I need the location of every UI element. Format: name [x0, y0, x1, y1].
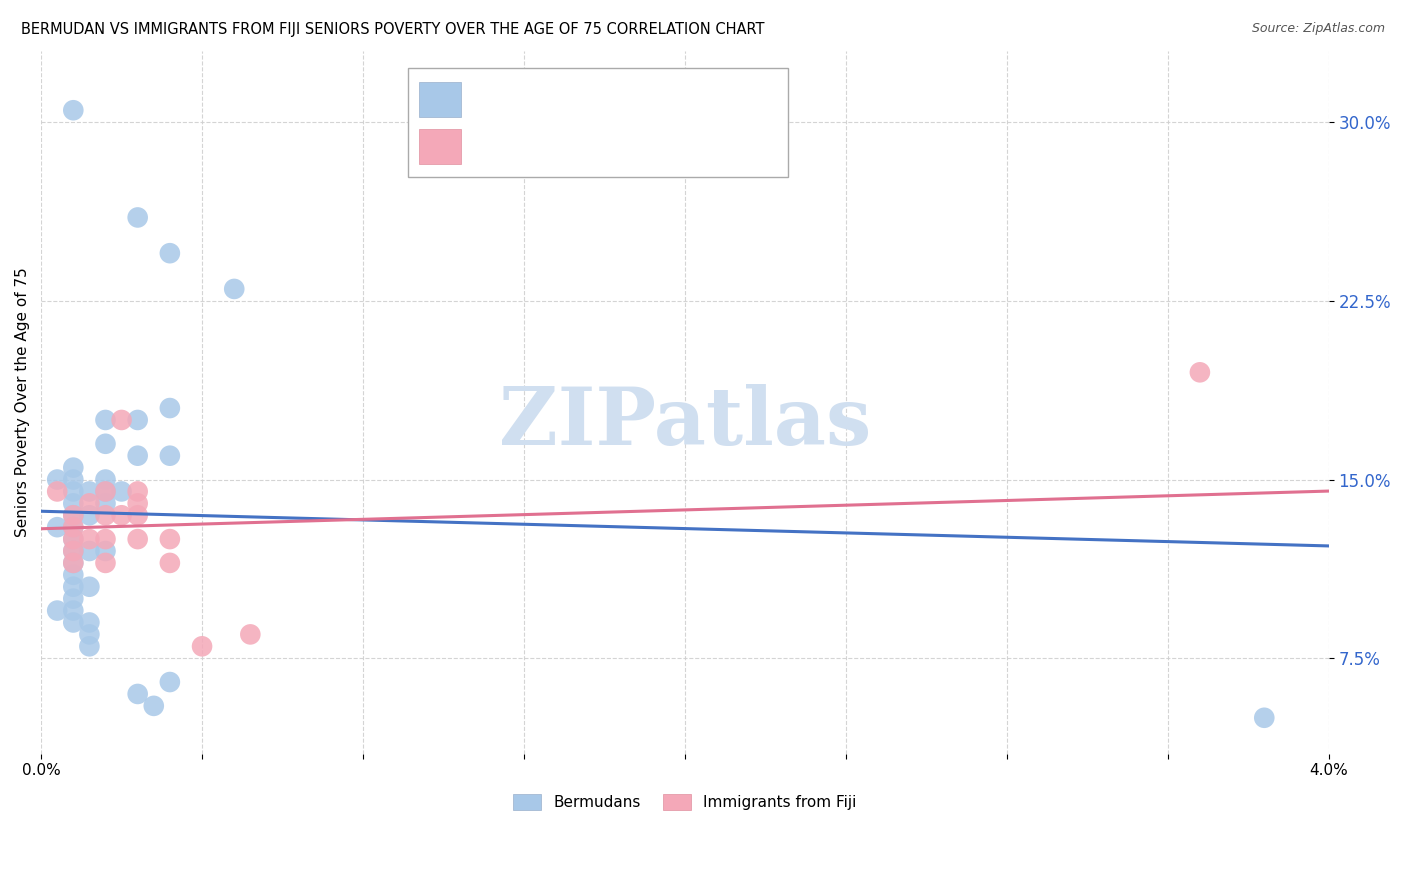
- Point: [110, 508, 132, 523]
- Point: [46, 603, 69, 617]
- Point: [46, 484, 69, 499]
- Point: [159, 449, 181, 463]
- Point: [79, 532, 101, 546]
- Point: [127, 484, 149, 499]
- Point: [46, 473, 69, 487]
- Point: [110, 484, 132, 499]
- Point: [94, 544, 117, 558]
- Point: [1188, 365, 1211, 379]
- Point: [62, 567, 84, 582]
- Point: [159, 556, 181, 570]
- Point: [239, 627, 262, 641]
- Point: [79, 508, 101, 523]
- Point: [94, 484, 117, 499]
- Point: [62, 580, 84, 594]
- Point: [94, 473, 117, 487]
- Point: [94, 556, 117, 570]
- Point: [142, 698, 165, 713]
- Text: Source: ZipAtlas.com: Source: ZipAtlas.com: [1251, 22, 1385, 36]
- Point: [94, 496, 117, 510]
- Point: [159, 675, 181, 690]
- Point: [127, 211, 149, 225]
- Point: [127, 532, 149, 546]
- Point: [79, 580, 101, 594]
- Point: [79, 627, 101, 641]
- Point: [62, 591, 84, 606]
- Y-axis label: Seniors Poverty Over the Age of 75: Seniors Poverty Over the Age of 75: [15, 268, 30, 537]
- Point: [127, 449, 149, 463]
- Point: [62, 544, 84, 558]
- Point: [62, 473, 84, 487]
- Point: [79, 484, 101, 499]
- Text: ZIPatlas: ZIPatlas: [499, 384, 870, 462]
- Point: [94, 413, 117, 427]
- Legend: Bermudans, Immigrants from Fiji: Bermudans, Immigrants from Fiji: [508, 788, 862, 816]
- Point: [110, 413, 132, 427]
- Point: [62, 508, 84, 523]
- Point: [127, 508, 149, 523]
- Point: [159, 401, 181, 415]
- Point: [159, 532, 181, 546]
- Point: [62, 532, 84, 546]
- Point: [127, 687, 149, 701]
- Point: [79, 640, 101, 654]
- Point: [62, 556, 84, 570]
- Point: [79, 496, 101, 510]
- Point: [94, 484, 117, 499]
- Text: BERMUDAN VS IMMIGRANTS FROM FIJI SENIORS POVERTY OVER THE AGE OF 75 CORRELATION : BERMUDAN VS IMMIGRANTS FROM FIJI SENIORS…: [21, 22, 765, 37]
- Point: [62, 484, 84, 499]
- Point: [62, 103, 84, 118]
- Point: [62, 544, 84, 558]
- Point: [127, 496, 149, 510]
- Point: [62, 460, 84, 475]
- Point: [46, 520, 69, 534]
- Point: [191, 640, 214, 654]
- Point: [62, 520, 84, 534]
- Point: [62, 532, 84, 546]
- Point: [62, 508, 84, 523]
- Point: [1253, 711, 1275, 725]
- Point: [159, 246, 181, 260]
- Point: [224, 282, 246, 296]
- Point: [62, 615, 84, 630]
- Point: [127, 413, 149, 427]
- Point: [62, 496, 84, 510]
- Point: [94, 437, 117, 451]
- Point: [94, 508, 117, 523]
- Point: [62, 520, 84, 534]
- Point: [62, 603, 84, 617]
- Point: [94, 532, 117, 546]
- Point: [79, 544, 101, 558]
- Point: [62, 556, 84, 570]
- Point: [79, 615, 101, 630]
